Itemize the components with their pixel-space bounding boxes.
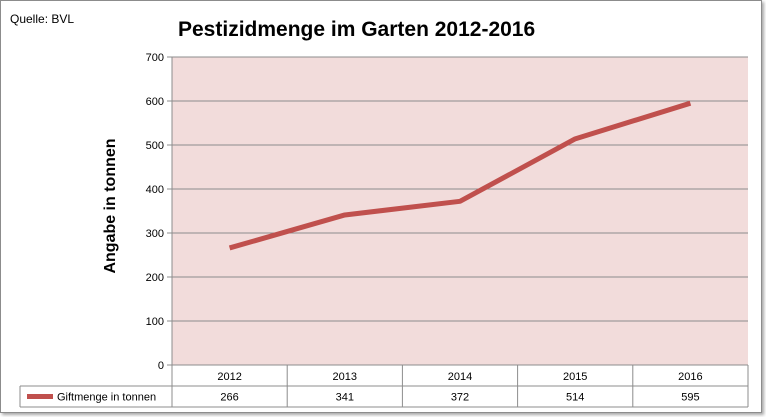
- x-tick-label: 2016: [678, 371, 702, 383]
- y-tick-label: 700: [146, 52, 164, 64]
- y-tick-label: 500: [146, 140, 164, 152]
- x-tick-label: 2014: [448, 371, 472, 383]
- data-table-value: 514: [566, 392, 584, 404]
- y-tick-label: 600: [146, 96, 164, 108]
- data-table-value: 266: [220, 392, 238, 404]
- chart-title: Pestizidmenge im Garten 2012-2016: [178, 18, 536, 41]
- y-tick-label: 200: [146, 272, 164, 284]
- x-tick-label: 2015: [563, 371, 587, 383]
- data-table-value: 372: [451, 392, 469, 404]
- y-tick-label: 0: [158, 360, 164, 372]
- y-tick-label: 100: [146, 316, 164, 328]
- data-table-value: 341: [336, 392, 354, 404]
- source-label: Quelle: BVL: [10, 12, 75, 26]
- plot-area: [172, 57, 748, 365]
- x-tick-label: 2012: [217, 371, 241, 383]
- y-tick-label: 300: [146, 228, 164, 240]
- x-tick-label: 2013: [333, 371, 357, 383]
- legend-label: Giftmenge in tonnen: [57, 392, 156, 404]
- data-table-value: 595: [681, 392, 699, 404]
- y-tick-label: 400: [146, 184, 164, 196]
